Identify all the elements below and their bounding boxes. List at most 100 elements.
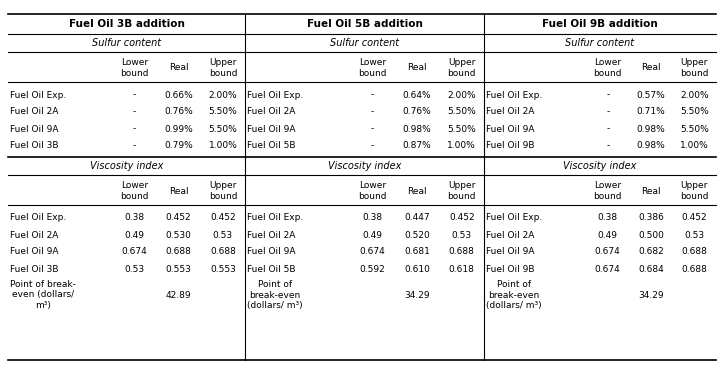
Text: Fuel Oil 2A: Fuel Oil 2A [10, 108, 59, 117]
Text: 2.00%: 2.00% [447, 91, 476, 100]
Text: 0.452: 0.452 [166, 213, 191, 222]
Text: Fuel Oil 9B: Fuel Oil 9B [486, 141, 534, 151]
Text: Real: Real [641, 64, 661, 73]
Text: Fuel Oil 9B: Fuel Oil 9B [486, 265, 534, 273]
Text: 0.49: 0.49 [598, 231, 618, 239]
Text: Fuel Oil Exp.: Fuel Oil Exp. [247, 91, 303, 100]
Text: Fuel Oil Exp.: Fuel Oil Exp. [247, 213, 303, 222]
Text: 0.682: 0.682 [638, 248, 664, 256]
Text: 0.57%: 0.57% [636, 91, 665, 100]
Text: 0.99%: 0.99% [164, 124, 193, 134]
Text: 0.618: 0.618 [449, 265, 475, 273]
Text: Upper
bound: Upper bound [209, 58, 237, 78]
Text: Fuel Oil Exp.: Fuel Oil Exp. [486, 91, 542, 100]
Text: Fuel Oil 2A: Fuel Oil 2A [10, 231, 59, 239]
Text: Fuel Oil 2A: Fuel Oil 2A [247, 231, 295, 239]
Text: Fuel Oil Exp.: Fuel Oil Exp. [10, 91, 67, 100]
Text: 0.688: 0.688 [449, 248, 475, 256]
Text: 1.00%: 1.00% [447, 141, 476, 151]
Text: Upper
bound: Upper bound [209, 181, 237, 201]
Text: 0.674: 0.674 [360, 248, 385, 256]
Text: 0.386: 0.386 [638, 213, 664, 222]
Text: 5.50%: 5.50% [209, 124, 237, 134]
Text: 5.50%: 5.50% [447, 108, 476, 117]
Text: Lower
bound: Lower bound [594, 58, 622, 78]
Text: 0.71%: 0.71% [636, 108, 665, 117]
Text: 0.530: 0.530 [166, 231, 192, 239]
Text: 0.681: 0.681 [404, 248, 430, 256]
Text: 0.674: 0.674 [595, 265, 620, 273]
Text: -: - [606, 124, 610, 134]
Text: -: - [371, 124, 374, 134]
Text: 0.53: 0.53 [684, 231, 704, 239]
Text: -: - [371, 141, 374, 151]
Text: Point of break-
even (dollars/
m³): Point of break- even (dollars/ m³) [10, 280, 76, 310]
Text: 5.50%: 5.50% [447, 124, 476, 134]
Text: 0.53: 0.53 [452, 231, 472, 239]
Text: Lower
bound: Lower bound [594, 181, 622, 201]
Text: 34.29: 34.29 [639, 290, 664, 299]
Text: Fuel Oil 9B addition: Fuel Oil 9B addition [542, 19, 658, 29]
Text: 42.89: 42.89 [166, 290, 191, 299]
Text: Viscosity index: Viscosity index [328, 161, 401, 171]
Text: Upper
bound: Upper bound [680, 181, 709, 201]
Text: 0.38: 0.38 [598, 213, 618, 222]
Text: Real: Real [408, 64, 427, 73]
Text: 0.553: 0.553 [166, 265, 192, 273]
Text: 5.50%: 5.50% [209, 108, 237, 117]
Text: Upper
bound: Upper bound [447, 181, 476, 201]
Text: Point of
break-even
(dollars/ m³): Point of break-even (dollars/ m³) [486, 280, 542, 310]
Text: -: - [606, 108, 610, 117]
Text: Fuel Oil 5B: Fuel Oil 5B [247, 265, 295, 273]
Text: Sulfur content: Sulfur content [330, 38, 399, 48]
Text: Real: Real [169, 186, 188, 195]
Text: 0.688: 0.688 [681, 265, 707, 273]
Text: Fuel Oil 3B: Fuel Oil 3B [10, 265, 59, 273]
Text: 0.452: 0.452 [681, 213, 707, 222]
Text: 5.50%: 5.50% [680, 124, 709, 134]
Text: 0.684: 0.684 [638, 265, 664, 273]
Text: 0.553: 0.553 [210, 265, 236, 273]
Text: 0.76%: 0.76% [403, 108, 432, 117]
Text: Fuel Oil Exp.: Fuel Oil Exp. [10, 213, 67, 222]
Text: Fuel Oil 9A: Fuel Oil 9A [486, 248, 534, 256]
Text: 1.00%: 1.00% [680, 141, 709, 151]
Text: 0.688: 0.688 [210, 248, 236, 256]
Text: Fuel Oil 9A: Fuel Oil 9A [247, 248, 295, 256]
Text: Lower
bound: Lower bound [120, 181, 148, 201]
Text: 0.53: 0.53 [213, 231, 233, 239]
Text: Sulfur content: Sulfur content [92, 38, 161, 48]
Text: 0.452: 0.452 [210, 213, 236, 222]
Text: 0.79%: 0.79% [164, 141, 193, 151]
Text: 0.98%: 0.98% [636, 124, 665, 134]
Text: 0.688: 0.688 [166, 248, 192, 256]
Text: Viscosity index: Viscosity index [90, 161, 163, 171]
Text: 0.447: 0.447 [404, 213, 430, 222]
Text: -: - [606, 91, 610, 100]
Text: 0.49: 0.49 [125, 231, 144, 239]
Text: 1.00%: 1.00% [209, 141, 237, 151]
Text: -: - [132, 91, 136, 100]
Text: Fuel Oil 5B: Fuel Oil 5B [247, 141, 295, 151]
Text: -: - [606, 141, 610, 151]
Text: Fuel Oil 2A: Fuel Oil 2A [486, 108, 534, 117]
Text: 0.49: 0.49 [363, 231, 382, 239]
Text: 0.66%: 0.66% [164, 91, 193, 100]
Text: Real: Real [641, 186, 661, 195]
Text: 5.50%: 5.50% [680, 108, 709, 117]
Text: Real: Real [169, 64, 188, 73]
Text: Point of
break-even
(dollars/ m³): Point of break-even (dollars/ m³) [247, 280, 303, 310]
Text: 0.38: 0.38 [363, 213, 382, 222]
Text: 0.592: 0.592 [360, 265, 385, 273]
Text: Fuel Oil 5B addition: Fuel Oil 5B addition [306, 19, 422, 29]
Text: 0.98%: 0.98% [636, 141, 665, 151]
Text: Fuel Oil 3B: Fuel Oil 3B [10, 141, 59, 151]
Text: -: - [132, 124, 136, 134]
Text: -: - [132, 141, 136, 151]
Text: Real: Real [408, 186, 427, 195]
Text: Upper
bound: Upper bound [680, 58, 709, 78]
Text: 2.00%: 2.00% [680, 91, 709, 100]
Text: 0.76%: 0.76% [164, 108, 193, 117]
Text: 0.674: 0.674 [122, 248, 147, 256]
Text: Lower
bound: Lower bound [120, 58, 148, 78]
